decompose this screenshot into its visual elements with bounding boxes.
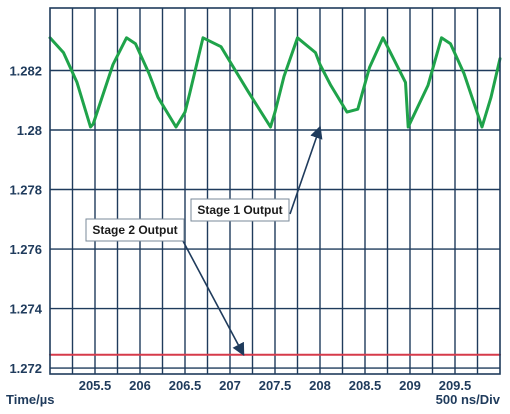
annotation-arrow [289, 125, 323, 215]
scale-label: 500 ns/Div [436, 392, 501, 407]
plot-frame [49, 7, 501, 375]
y-tick-label: 1.272 [9, 361, 42, 376]
y-tick-label: 1.278 [9, 183, 42, 198]
x-tick-label: 205.5 [79, 378, 112, 393]
x-tick-label: 206.5 [169, 378, 202, 393]
x-tick-label: 206 [129, 378, 151, 393]
series-stage1-line [48, 36, 502, 129]
x-axis-label: Time/µs [6, 392, 54, 407]
x-tick-label: 208.5 [349, 378, 382, 393]
x-tick-label: 208 [309, 378, 331, 393]
annotations: Stage 1 Output Stage 2 Output [85, 125, 323, 357]
y-tick-label: 1.276 [9, 242, 42, 257]
annotation-box [85, 218, 185, 242]
x-axis-ticks: 205.5 206 206.5 207 207.5 208 208.5 209 209.5 [79, 378, 472, 393]
x-tick-label: 207.5 [259, 378, 292, 393]
series-layer [48, 36, 502, 356]
y-axis-ticks: 1.282 1.28 1.278 1.276 1.274 1.272 [9, 63, 42, 376]
grid [50, 8, 500, 374]
y-tick-label: 1.274 [9, 302, 42, 317]
x-tick-label: 209 [399, 378, 421, 393]
annotation-label: Stage 1 Output [197, 203, 282, 217]
y-tick-label: 1.28 [17, 123, 42, 138]
annotation-label: Stage 2 Output [92, 223, 177, 237]
annotation-arrow [182, 240, 245, 357]
y-tick-label: 1.282 [9, 63, 42, 78]
x-tick-label: 209.5 [439, 378, 472, 393]
annotation-box [190, 198, 290, 222]
x-tick-label: 207 [219, 378, 241, 393]
